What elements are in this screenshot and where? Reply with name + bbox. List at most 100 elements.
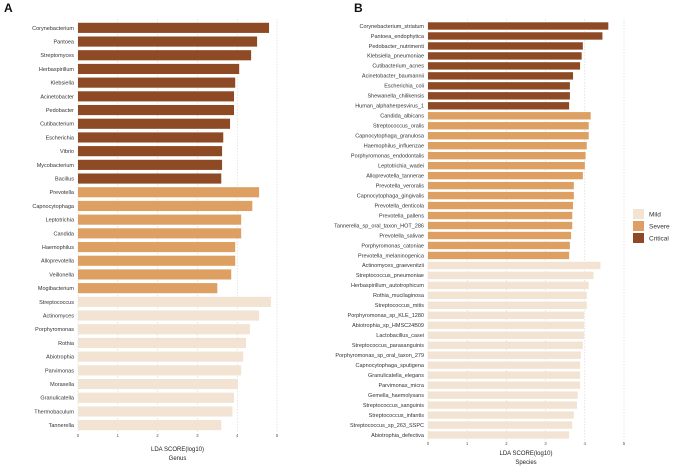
bar (78, 324, 250, 335)
bar (428, 431, 570, 439)
bar (78, 146, 223, 157)
bar (78, 200, 253, 212)
bar (78, 173, 222, 184)
bar (78, 214, 242, 225)
x-tick-label: 1 (466, 441, 469, 446)
y-tick-label: Corynebacterium_striatum (360, 24, 425, 30)
y-tick-label: Human_alphaherpesvirus_1 (355, 104, 424, 110)
y-tick-label: Streptococcus_infantis (369, 413, 425, 419)
bar (428, 421, 573, 429)
panel-subtitle: Genus (169, 456, 187, 462)
legend-swatch (633, 221, 644, 231)
y-tick-label: Streptococcus (39, 300, 74, 306)
y-tick-label: Parvimonas_micra (378, 383, 424, 389)
legend-swatch (633, 209, 644, 219)
bar (428, 211, 573, 220)
y-tick-label: Capnocytophaga_granulosa (355, 134, 425, 140)
y-tick-label: Capnocytophaga (32, 204, 75, 210)
bar (428, 42, 583, 50)
y-tick-label: Rothia (58, 341, 75, 347)
y-tick-label: Herbaspirillum_autotrophicum (351, 283, 424, 289)
y-tick-label: Gemella_haemolysans (368, 393, 424, 399)
bar (78, 132, 224, 143)
bar (78, 63, 240, 75)
y-tick-label: Corynebacterium (32, 26, 74, 32)
y-tick-label: Veillonella (49, 272, 75, 278)
bar (428, 261, 601, 270)
y-tick-label: Porphyromonas (35, 327, 74, 333)
x-tick-label: 5 (276, 433, 279, 438)
x-tick-label: 1 (117, 433, 120, 438)
bar (428, 151, 586, 160)
panel-label: A (4, 1, 13, 15)
bar (78, 228, 242, 239)
bar (78, 420, 222, 431)
y-tick-label: Klebsiella_pneumoniae (367, 54, 424, 60)
bar (78, 351, 244, 362)
bar (78, 187, 260, 198)
y-tick-label: Pantoea (54, 40, 75, 46)
y-tick-label: Granulicatella_elegans (368, 373, 424, 379)
panel-subtitle: Species (515, 460, 536, 466)
y-tick-label: Shewanella_chilikensis (367, 94, 424, 100)
y-tick-label: Mycobacterium (37, 163, 75, 169)
y-tick-label: Tannerella_sp_oral_taxon_HOT_286 (334, 223, 424, 229)
x-tick-label: 3 (196, 433, 199, 438)
y-tick-label: Escherichia_coli (384, 84, 424, 90)
y-tick-label: Streptomyces (40, 53, 74, 59)
y-tick-label: Alloprevotella_tannerae (366, 173, 424, 179)
y-tick-label: Cutibacterium_acnes (372, 64, 424, 70)
x-axis-title: LDA SCORE(log10) (151, 447, 204, 453)
y-tick-label: Prevotella_denticola (374, 203, 424, 209)
bar (428, 351, 581, 359)
bar (428, 341, 583, 349)
y-tick-label: Haemophilus_influenzae (364, 144, 424, 150)
bar (78, 50, 252, 61)
y-tick-label: Granulicatella (40, 396, 75, 402)
bar (78, 310, 260, 321)
bar (428, 62, 581, 70)
bar (428, 52, 582, 60)
legend-label: Mild (649, 212, 661, 219)
y-tick-label: Pedobacter (46, 108, 74, 114)
bar (428, 72, 574, 80)
y-tick-label: Alloprevotella (41, 259, 75, 265)
bar (428, 161, 585, 170)
y-tick-label: Streptococcus_mitis (375, 303, 424, 309)
bar (78, 337, 246, 349)
y-tick-label: Capnocytophaga_sputigena (355, 363, 424, 369)
y-tick-label: Abiotrophia_sp_HMSC24B09 (352, 323, 424, 329)
y-tick-label: Lactobacillus_casei (376, 333, 424, 339)
bar (428, 271, 594, 280)
y-tick-label: Cutibacterium (40, 122, 74, 128)
bar (428, 301, 587, 310)
legend-swatch (633, 233, 644, 243)
bar (78, 91, 235, 102)
y-tick-label: Acinetobacter_baumannii (362, 74, 424, 80)
bar (78, 365, 242, 376)
y-tick-label: Haemophilus (42, 245, 74, 251)
y-tick-label: Bacillus (55, 177, 74, 183)
bar (78, 392, 235, 403)
x-axis-title: LDA SCORE(log10) (499, 451, 552, 457)
bar (78, 159, 223, 170)
y-tick-label: Pedobacter_nutrimenti (369, 44, 424, 50)
y-tick-label: Prevotella_melaninogenica (358, 253, 425, 259)
bar (78, 255, 236, 266)
x-tick-label: 2 (505, 441, 508, 446)
y-tick-label: Vibrio (60, 149, 74, 155)
bar (428, 241, 570, 250)
y-tick-label: Moraxella (50, 382, 75, 388)
y-tick-label: Escherichia (46, 135, 75, 141)
y-tick-label: Capnocytophaga_gingivalis (357, 193, 425, 199)
x-tick-label: 4 (584, 441, 587, 446)
bar (428, 92, 570, 100)
bar (428, 311, 585, 319)
panel-label: B (354, 1, 363, 15)
bar (428, 171, 583, 180)
y-tick-label: Thermobaculum (34, 409, 74, 415)
bar (428, 82, 570, 90)
x-tick-label: 0 (427, 441, 430, 446)
